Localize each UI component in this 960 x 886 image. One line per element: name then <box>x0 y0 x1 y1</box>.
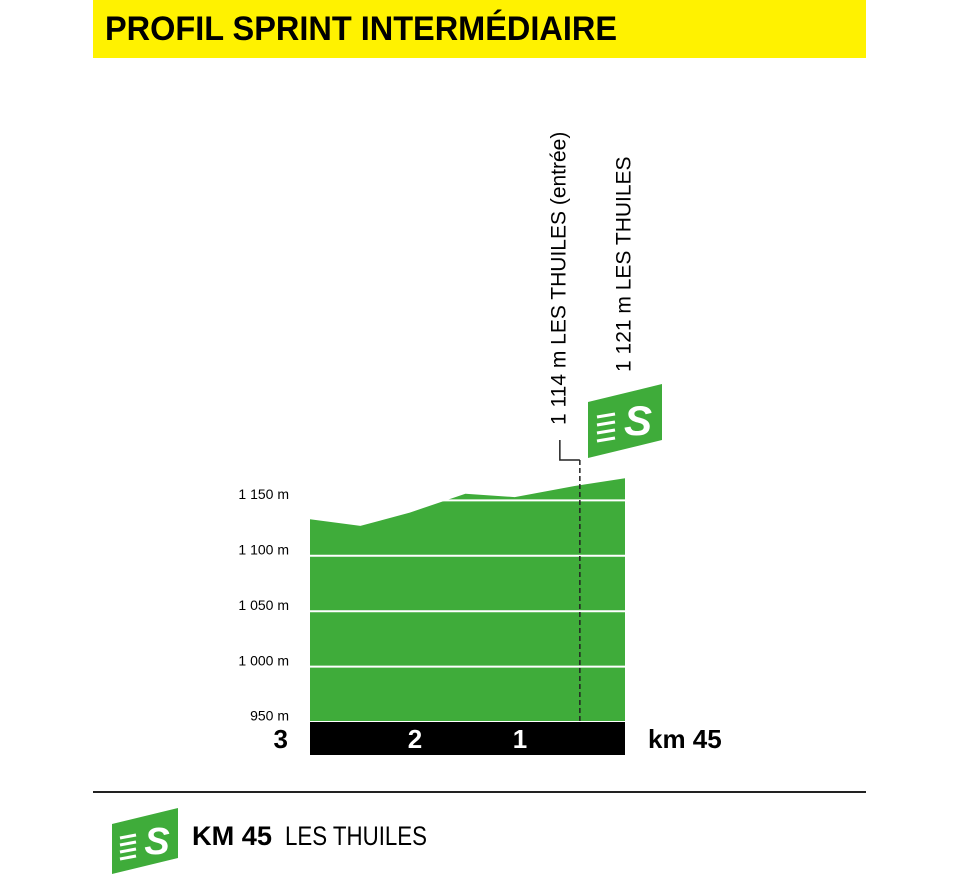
footer-km: KM 45 <box>192 821 272 851</box>
x-tick-label: km 45 <box>648 724 722 754</box>
y-tick-label: 1 150 m <box>238 486 289 502</box>
icon-letter: S <box>624 397 652 444</box>
footer-icon: S <box>112 808 178 874</box>
x-tick-label: 2 <box>408 724 422 754</box>
y-tick-label: 1 100 m <box>238 542 289 558</box>
x-tick-label: 1 <box>513 724 527 754</box>
chart-title: PROFIL SPRINT INTERMÉDIAIRE <box>105 10 617 48</box>
elevation-area <box>310 478 625 722</box>
x-tick-label: 3 <box>274 724 288 754</box>
annotation: 1 114 m LES THUILES (entrée) <box>547 132 570 425</box>
annotation: 1 121 m LES THUILES <box>613 156 636 372</box>
footer-place: LES THUILES <box>285 821 427 851</box>
y-tick-label: 1 050 m <box>238 597 289 613</box>
sprint-icon: S <box>588 384 662 458</box>
title-bar <box>93 0 866 58</box>
leader-line <box>559 440 580 461</box>
y-tick-label: 950 m <box>250 708 289 724</box>
icon-letter: S <box>144 821 169 863</box>
y-tick-label: 1 000 m <box>238 652 289 668</box>
distance-band <box>310 722 625 755</box>
